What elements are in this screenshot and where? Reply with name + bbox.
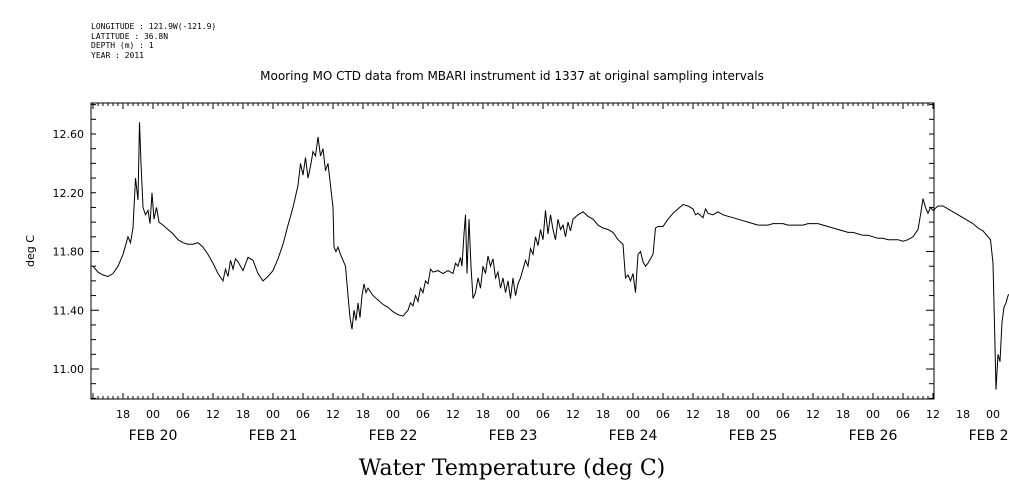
depth-text: DEPTH (m) : 1 xyxy=(91,41,154,50)
y-tick-label: 11.80 xyxy=(53,246,85,259)
x-hour-label: 06 xyxy=(176,408,190,421)
x-day-label: FEB 27 xyxy=(969,428,1009,444)
x-hour-label: 12 xyxy=(926,408,940,421)
x-hour-label: 00 xyxy=(866,408,880,421)
x-hour-label: 18 xyxy=(956,408,970,421)
x-hour-label: 06 xyxy=(296,408,310,421)
x-hour-label: 00 xyxy=(266,408,280,421)
longitude-text: LONGITUDE : 121.9W(-121.9) xyxy=(91,22,217,31)
latitude-text: LATITUDE : 36.8N xyxy=(91,31,169,41)
x-hour-label: 18 xyxy=(236,408,250,421)
x-hour-label: 18 xyxy=(476,408,490,421)
x-day-label: FEB 22 xyxy=(369,428,418,444)
x-hour-label: 00 xyxy=(506,408,520,421)
x-day-label: FEB 24 xyxy=(609,428,658,444)
x-hour-label: 12 xyxy=(806,408,820,421)
x-hour-label: 12 xyxy=(446,408,460,421)
x-hour-label: 12 xyxy=(566,408,580,421)
plot-frame xyxy=(90,102,935,400)
y-tick-label: 12.20 xyxy=(53,187,85,200)
x-day-label: FEB 21 xyxy=(249,428,298,444)
x-axis-label: Water Temperature (deg C) xyxy=(359,456,666,481)
x-hour-label: 06 xyxy=(896,408,910,421)
day-labels: FEB 20 FEB 21 FEB 22 FEB 23 FEB 24 FEB 25 FEB … xyxy=(129,428,1009,444)
year-text: YEAR : 2011 xyxy=(91,50,144,60)
x-hour-label: 06 xyxy=(416,408,430,421)
x-hour-label: 06 xyxy=(536,408,550,421)
x-hour-label: 18 xyxy=(356,408,370,421)
x-hour-label: 00 xyxy=(386,408,400,421)
x-tick-labels: 18 00 06 12 18 00 06 12 18 00 06 12 18 00 06 12 18 00 06 12… xyxy=(116,408,1000,421)
y-tick-label: 11.00 xyxy=(53,363,85,376)
x-hour-label: 00 xyxy=(986,408,1000,421)
y-tick-label: 11.40 xyxy=(53,304,85,317)
x-hour-label: 06 xyxy=(776,408,790,421)
x-hour-label: 18 xyxy=(716,408,730,421)
y-tick-label: 12.60 xyxy=(53,128,85,141)
y-axis-label: deg C xyxy=(24,235,37,267)
y-tick-labels: 11.00 11.40 11.80 12.20 12.60 xyxy=(53,128,85,376)
chart-title: Mooring MO CTD data from MBARI instrumen… xyxy=(260,69,764,83)
x-day-label: FEB 23 xyxy=(489,428,538,444)
x-day-label: FEB 25 xyxy=(729,428,778,444)
x-hour-label: 12 xyxy=(206,408,220,421)
x-hour-label: 12 xyxy=(326,408,340,421)
temperature-line xyxy=(92,122,1009,390)
x-hour-label: 18 xyxy=(596,408,610,421)
x-hour-label: 18 xyxy=(836,408,850,421)
x-hour-label: 12 xyxy=(686,408,700,421)
x-hour-label: 00 xyxy=(746,408,760,421)
x-hour-label: 00 xyxy=(146,408,160,421)
x-day-label: FEB 20 xyxy=(129,428,178,444)
x-hour-label: 18 xyxy=(116,408,130,421)
metadata-block: LONGITUDE : 121.9W(-121.9) LATITUDE : 36… xyxy=(91,22,216,60)
x-day-label: FEB 26 xyxy=(849,428,898,444)
axis-ticks xyxy=(91,103,934,399)
x-hour-label: 00 xyxy=(626,408,640,421)
x-hour-label: 06 xyxy=(656,408,670,421)
